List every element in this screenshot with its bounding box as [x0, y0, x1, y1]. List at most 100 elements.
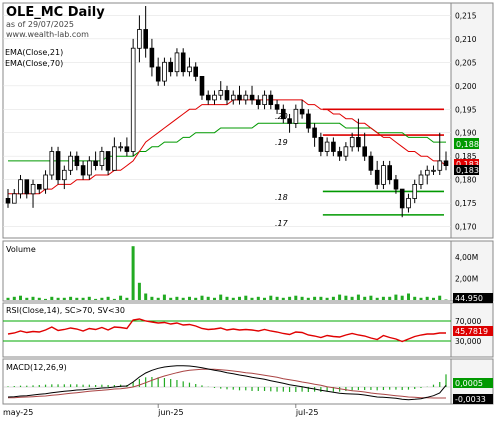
candle-body [412, 183, 417, 199]
price-tick-label: 0,200 [455, 82, 477, 91]
volume-bar [100, 297, 104, 300]
volume-bar [300, 296, 304, 300]
candle-body [168, 61, 174, 73]
candle-body [105, 151, 111, 171]
candle-body [118, 146, 124, 149]
volume-bar [94, 298, 98, 300]
volume-bar [369, 295, 373, 300]
candle-body [299, 108, 305, 115]
candle-body [387, 165, 392, 181]
volume-bar [438, 295, 442, 300]
price-tick-label: 0,210 [455, 35, 477, 44]
volume-badge [453, 293, 493, 303]
candle-body [11, 193, 17, 204]
candle-body [356, 136, 361, 148]
volume-bar [306, 297, 310, 300]
candle-body [143, 29, 149, 49]
candle-body [30, 183, 36, 195]
volume-bar [350, 296, 354, 300]
x-axis-label: may-25 [3, 408, 33, 417]
macd-line [7, 365, 447, 401]
signal-last-value: -0,0033 [455, 395, 486, 404]
macd-signal-line [8, 368, 446, 399]
candle-body [243, 94, 249, 101]
channel-lines [322, 108, 444, 216]
x-tick-labels: may-25 jun-25 jul-25 [3, 404, 318, 417]
volume-bar [194, 297, 198, 300]
volume-bar [12, 296, 16, 300]
volume-bar [150, 296, 154, 300]
volume-bar [413, 296, 417, 300]
level-label: .20 [275, 112, 288, 121]
volume-bar [137, 282, 141, 300]
y-tick-labels: 0,215 0,210 0,205 0,200 0,195 0,190 0,185 0,180… [455, 11, 481, 346]
candle-body [312, 127, 317, 138]
chart-title: OLE_MC Daily [6, 5, 105, 20]
candle-body [374, 169, 380, 185]
price-tick-label: 0,170 [455, 223, 477, 232]
volume-bar [75, 297, 79, 300]
rsi-series [3, 318, 451, 343]
volume-bar [319, 296, 323, 300]
volume-last-value: 44.950 [455, 294, 483, 303]
volume-bars [6, 246, 448, 300]
candle-body [324, 141, 330, 152]
candle-body [268, 94, 274, 105]
candle-body [80, 165, 86, 176]
x-axis-label: jun-25 [157, 408, 183, 417]
volume-bar [62, 297, 66, 300]
rsi-last-value: 45,7819 [455, 327, 488, 336]
candle-body [55, 151, 61, 181]
candle-body [230, 94, 236, 101]
candle-body [399, 188, 405, 209]
price-tick-label: 0,195 [455, 105, 477, 114]
volume-label: Volume [6, 245, 36, 254]
volume-bar [56, 297, 60, 300]
volume-bar [213, 297, 216, 300]
macd-label: MACD(12,26,9) [6, 363, 67, 372]
volume-axis [450, 240, 494, 302]
close-badge [454, 165, 479, 175]
volume-bar [231, 297, 235, 300]
volume-bar [219, 294, 223, 300]
candle-body [393, 179, 399, 190]
price-panel [2, 2, 452, 239]
candle-body [368, 155, 374, 171]
candle-body [68, 155, 73, 171]
volume-bar [169, 297, 173, 300]
volume-bar [344, 295, 348, 300]
volume-bar [432, 297, 435, 300]
volume-bar [162, 294, 166, 300]
volume-bar [188, 296, 191, 300]
price-tick-label: 0,190 [455, 129, 477, 138]
candle-body [43, 174, 48, 190]
candle-body [318, 136, 324, 152]
volume-bar [288, 296, 292, 300]
candle-body [24, 179, 30, 195]
volume-bar [394, 294, 398, 300]
volume-panel [2, 240, 452, 302]
chart-date: as of 29/07/2025 [6, 20, 74, 29]
volume-bar [381, 296, 385, 300]
volume-bar [425, 296, 429, 300]
candle-body [274, 104, 280, 110]
candle-body [149, 47, 155, 68]
volume-bar [31, 296, 35, 300]
candle-body [112, 146, 117, 171]
candle-body [424, 169, 430, 176]
candle-body [331, 141, 336, 152]
legend-ema21: EMA(Close,21) [5, 48, 63, 57]
volume-bar [131, 246, 135, 300]
price-tick-label: 0,215 [455, 11, 477, 20]
volume-bar [106, 296, 110, 300]
price-tick-label: 0,175 [455, 199, 477, 208]
candle-body [237, 94, 242, 101]
volume-bar [181, 297, 185, 300]
candle-body [93, 160, 98, 166]
volume-bar [175, 296, 179, 300]
candle-body [306, 113, 311, 129]
candle-body [218, 90, 224, 96]
volume-bar [281, 297, 285, 300]
